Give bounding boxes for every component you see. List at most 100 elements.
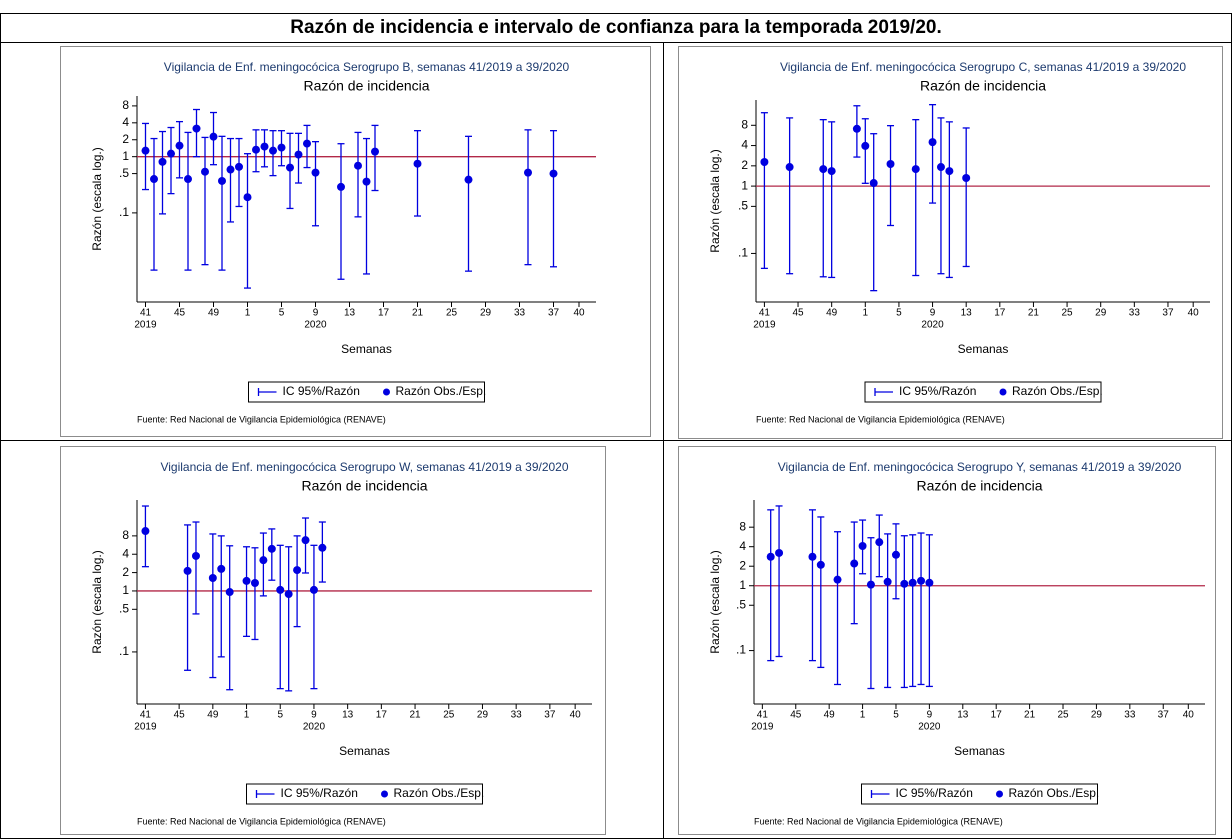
point (277, 143, 286, 152)
x-tick-label: 49 (826, 308, 838, 319)
y-tick-label: .5 (119, 166, 129, 180)
x-year-label: 2019 (134, 722, 157, 733)
y-tick-label: .1 (738, 246, 748, 260)
point (524, 168, 532, 177)
point (816, 560, 825, 569)
table-border (0, 13, 1232, 839)
point (354, 161, 362, 170)
x-tick-label: 37 (1158, 710, 1170, 721)
chart-subtitle: Razón de incidencia (303, 78, 429, 94)
point (167, 149, 175, 158)
point (175, 141, 184, 150)
point (371, 147, 379, 156)
point (549, 169, 558, 178)
x-tick-label: 13 (957, 710, 969, 721)
point (284, 590, 293, 599)
point (311, 168, 320, 177)
point (928, 138, 937, 147)
x-tick-label: 40 (1188, 308, 1200, 319)
y-tick-label: 8 (122, 98, 129, 112)
x-tick-label: 5 (896, 308, 902, 319)
point (413, 159, 422, 168)
x-tick-label: 9 (927, 710, 933, 721)
legend-label: IC 95%/Razón (896, 786, 973, 800)
x-tick-label: 37 (1162, 308, 1174, 319)
legend-label: Razón Obs./Esp. (1009, 786, 1100, 800)
point (337, 182, 345, 191)
legend-box (861, 783, 1098, 805)
y-tick-label: 8 (739, 519, 746, 533)
point (141, 527, 150, 536)
point (945, 167, 954, 176)
y-tick-label: .5 (738, 199, 748, 213)
x-year-label: 2020 (303, 722, 326, 733)
source-note: Fuente: Red Nacional de Vigilancia Epide… (137, 414, 386, 424)
point (293, 566, 302, 575)
chart-frame (60, 46, 651, 437)
x-year-label: 2020 (304, 320, 327, 331)
point (883, 577, 892, 586)
x-tick-label: 13 (344, 308, 356, 319)
point (141, 146, 150, 155)
x-tick-label: 13 (342, 710, 354, 721)
point (226, 165, 235, 174)
point (869, 179, 878, 188)
x-tick-label: 37 (548, 308, 560, 319)
x-year-label: 2019 (134, 320, 157, 331)
point (191, 551, 200, 560)
x-tick-label: 45 (792, 308, 804, 319)
x-tick-label: 17 (376, 710, 388, 721)
chart-frame (678, 46, 1223, 439)
x-tick-label: 29 (1095, 308, 1107, 319)
point (158, 157, 167, 166)
y-tick-label: 4 (122, 115, 129, 129)
point (908, 578, 917, 587)
point (269, 146, 277, 155)
legend-box (246, 783, 483, 805)
x-tick-label: 17 (991, 710, 1003, 721)
point (259, 556, 268, 565)
point (150, 175, 158, 184)
point (309, 585, 318, 594)
x-tick-label: 1 (245, 308, 251, 319)
x-tick-label: 21 (1024, 710, 1036, 721)
point (900, 579, 909, 588)
x-axis-label: Semanas (954, 744, 1005, 758)
point (243, 193, 252, 202)
x-tick-label: 9 (313, 308, 319, 319)
chart-title: Vigilancia de Enf. meningocócica Serogru… (780, 60, 1186, 74)
point (276, 585, 285, 594)
x-tick-label: 13 (961, 308, 973, 319)
y-tick-label: .5 (736, 597, 746, 611)
y-tick-label: 1 (739, 578, 746, 592)
point (962, 173, 971, 182)
x-tick-label: 17 (994, 308, 1006, 319)
legend-label: Razón Obs./Esp. (1012, 384, 1103, 398)
x-tick-label: 17 (378, 308, 390, 319)
x-tick-label: 37 (544, 710, 556, 721)
point (184, 175, 192, 184)
x-tick-label: 5 (277, 710, 283, 721)
point (925, 578, 934, 587)
point (286, 163, 294, 172)
point (760, 158, 769, 167)
legend-swatch (996, 790, 1003, 798)
x-tick-label: 25 (1057, 710, 1069, 721)
x-tick-label: 49 (207, 710, 219, 721)
x-tick-label: 5 (893, 710, 899, 721)
y-tick-label: 4 (739, 539, 746, 553)
x-axis-label: Semanas (341, 342, 392, 356)
point (209, 132, 218, 141)
chart-subtitle: Razón de incidencia (916, 478, 1042, 494)
x-tick-label: 40 (570, 710, 582, 721)
legend-label: Razón Obs./Esp. (396, 384, 487, 398)
point (225, 588, 234, 597)
point (218, 176, 226, 185)
x-tick-label: 40 (1183, 710, 1195, 721)
point (858, 542, 867, 551)
point (850, 559, 859, 568)
point (201, 167, 209, 176)
point (318, 543, 327, 552)
point (303, 139, 311, 148)
chart-subtitle: Razón de incidencia (920, 78, 1046, 94)
